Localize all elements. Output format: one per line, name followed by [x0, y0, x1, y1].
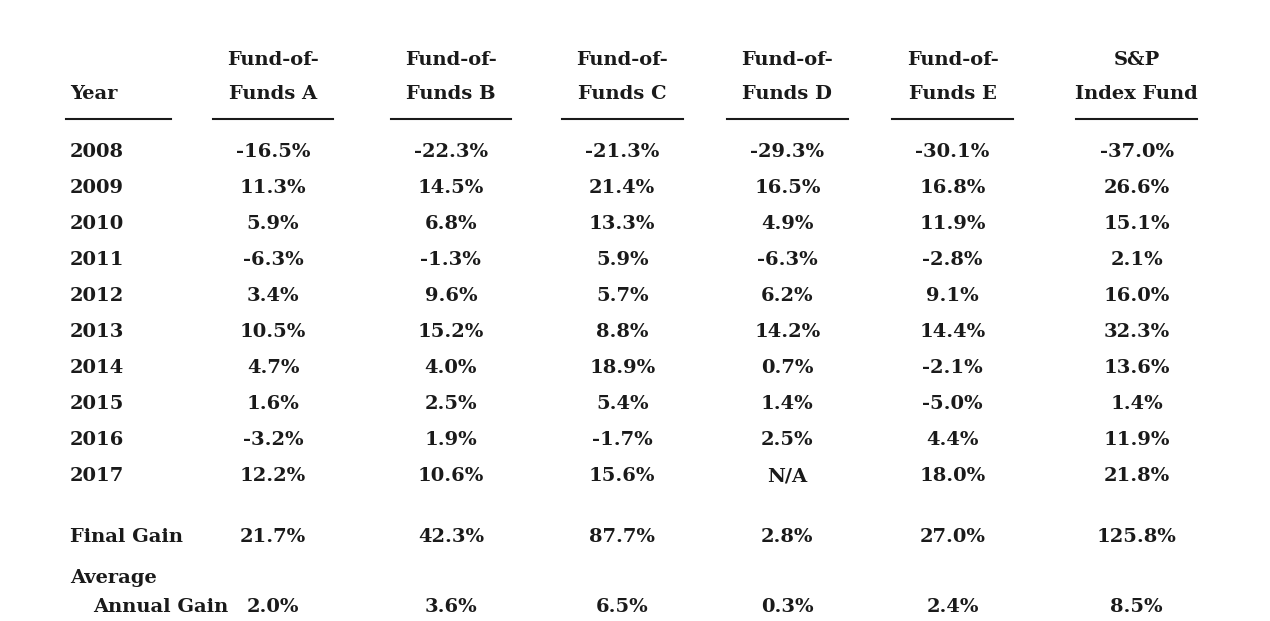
Text: S&P: S&P: [1114, 51, 1160, 69]
Text: 2.5%: 2.5%: [761, 432, 814, 449]
Text: 11.3%: 11.3%: [240, 179, 306, 197]
Text: 2011: 2011: [70, 252, 124, 269]
Text: 2017: 2017: [70, 468, 124, 485]
Text: 87.7%: 87.7%: [589, 528, 655, 546]
Text: 2015: 2015: [70, 396, 124, 413]
Text: Funds D: Funds D: [743, 85, 832, 103]
Text: 14.2%: 14.2%: [754, 324, 820, 341]
Text: 13.3%: 13.3%: [589, 215, 655, 233]
Text: 12.2%: 12.2%: [240, 468, 306, 485]
Text: Index Fund: Index Fund: [1076, 85, 1198, 103]
Text: 11.9%: 11.9%: [919, 215, 986, 233]
Text: 2010: 2010: [70, 215, 124, 233]
Text: 10.5%: 10.5%: [240, 324, 306, 341]
Text: 4.0%: 4.0%: [424, 360, 478, 377]
Text: 1.4%: 1.4%: [761, 396, 814, 413]
Text: Fund-of-: Fund-of-: [577, 51, 668, 69]
Text: 2012: 2012: [70, 288, 124, 305]
Text: Funds B: Funds B: [406, 85, 495, 103]
Text: 3.6%: 3.6%: [424, 598, 478, 615]
Text: 6.8%: 6.8%: [424, 215, 478, 233]
Text: 27.0%: 27.0%: [919, 528, 986, 546]
Text: Annual Gain: Annual Gain: [93, 598, 227, 615]
Text: 2009: 2009: [70, 179, 124, 197]
Text: Average: Average: [70, 569, 156, 586]
Text: -3.2%: -3.2%: [243, 432, 304, 449]
Text: 16.8%: 16.8%: [919, 179, 986, 197]
Text: -6.3%: -6.3%: [243, 252, 304, 269]
Text: 6.5%: 6.5%: [596, 598, 649, 615]
Text: 2016: 2016: [70, 432, 124, 449]
Text: 32.3%: 32.3%: [1104, 324, 1170, 341]
Text: 9.1%: 9.1%: [926, 288, 979, 305]
Text: 21.4%: 21.4%: [589, 179, 655, 197]
Text: 2014: 2014: [70, 360, 124, 377]
Text: 14.4%: 14.4%: [919, 324, 986, 341]
Text: 18.9%: 18.9%: [589, 360, 655, 377]
Text: 21.8%: 21.8%: [1104, 468, 1170, 485]
Text: Fund-of-: Fund-of-: [227, 51, 319, 69]
Text: -1.7%: -1.7%: [592, 432, 653, 449]
Text: 1.6%: 1.6%: [246, 396, 300, 413]
Text: 3.4%: 3.4%: [246, 288, 300, 305]
Text: 15.2%: 15.2%: [418, 324, 484, 341]
Text: 5.4%: 5.4%: [596, 396, 649, 413]
Text: 0.3%: 0.3%: [761, 598, 814, 615]
Text: 1.9%: 1.9%: [424, 432, 478, 449]
Text: -2.1%: -2.1%: [922, 360, 983, 377]
Text: 11.9%: 11.9%: [1104, 432, 1170, 449]
Text: 14.5%: 14.5%: [418, 179, 484, 197]
Text: -5.0%: -5.0%: [922, 396, 983, 413]
Text: -1.3%: -1.3%: [420, 252, 481, 269]
Text: 2013: 2013: [70, 324, 124, 341]
Text: -6.3%: -6.3%: [757, 252, 818, 269]
Text: -29.3%: -29.3%: [751, 143, 824, 161]
Text: -22.3%: -22.3%: [414, 143, 488, 161]
Text: -2.8%: -2.8%: [922, 252, 983, 269]
Text: 8.5%: 8.5%: [1110, 598, 1163, 615]
Text: Funds A: Funds A: [229, 85, 318, 103]
Text: 10.6%: 10.6%: [418, 468, 484, 485]
Text: 26.6%: 26.6%: [1104, 179, 1170, 197]
Text: 16.0%: 16.0%: [1104, 288, 1170, 305]
Text: 2008: 2008: [70, 143, 124, 161]
Text: Funds C: Funds C: [578, 85, 667, 103]
Text: 5.7%: 5.7%: [596, 288, 649, 305]
Text: 6.2%: 6.2%: [761, 288, 814, 305]
Text: 2.5%: 2.5%: [424, 396, 478, 413]
Text: 2.8%: 2.8%: [761, 528, 814, 546]
Text: 4.9%: 4.9%: [761, 215, 814, 233]
Text: 4.7%: 4.7%: [246, 360, 300, 377]
Text: 18.0%: 18.0%: [919, 468, 986, 485]
Text: Fund-of-: Fund-of-: [907, 51, 998, 69]
Text: 2.4%: 2.4%: [926, 598, 979, 615]
Text: 8.8%: 8.8%: [596, 324, 649, 341]
Text: 125.8%: 125.8%: [1097, 528, 1176, 546]
Text: -37.0%: -37.0%: [1100, 143, 1173, 161]
Text: Year: Year: [70, 85, 117, 103]
Text: 15.6%: 15.6%: [589, 468, 655, 485]
Text: -21.3%: -21.3%: [585, 143, 659, 161]
Text: 0.7%: 0.7%: [761, 360, 814, 377]
Text: Final Gain: Final Gain: [70, 528, 183, 546]
Text: -30.1%: -30.1%: [916, 143, 989, 161]
Text: Funds E: Funds E: [908, 85, 997, 103]
Text: 15.1%: 15.1%: [1104, 215, 1170, 233]
Text: 5.9%: 5.9%: [596, 252, 649, 269]
Text: 16.5%: 16.5%: [754, 179, 820, 197]
Text: Fund-of-: Fund-of-: [405, 51, 497, 69]
Text: 4.4%: 4.4%: [926, 432, 979, 449]
Text: 1.4%: 1.4%: [1110, 396, 1163, 413]
Text: Fund-of-: Fund-of-: [742, 51, 833, 69]
Text: 2.0%: 2.0%: [246, 598, 300, 615]
Text: 2.1%: 2.1%: [1110, 252, 1163, 269]
Text: 5.9%: 5.9%: [246, 215, 300, 233]
Text: 42.3%: 42.3%: [418, 528, 484, 546]
Text: 21.7%: 21.7%: [240, 528, 306, 546]
Text: -16.5%: -16.5%: [236, 143, 310, 161]
Text: 9.6%: 9.6%: [424, 288, 478, 305]
Text: N/A: N/A: [767, 468, 808, 485]
Text: 13.6%: 13.6%: [1104, 360, 1170, 377]
